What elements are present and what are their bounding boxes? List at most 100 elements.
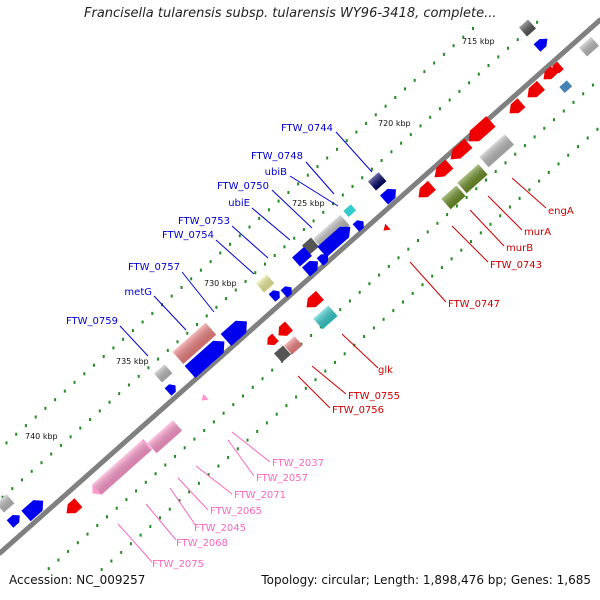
gene-label[interactable]: FTW_0759 [66,316,118,327]
gene-feature[interactable] [264,333,279,349]
gene-feature[interactable] [415,180,436,202]
gene-feature[interactable] [63,498,83,518]
gene-feature[interactable] [464,116,496,146]
gene-feature[interactable] [579,36,599,57]
gene-feature[interactable] [313,305,338,330]
gene-feature[interactable] [184,335,230,378]
gene-feature[interactable] [519,19,536,37]
genome-backbone [0,17,600,556]
gene-feature[interactable] [540,66,558,83]
scale-tick [304,386,307,390]
gene-feature[interactable] [21,495,47,522]
scale-tick [59,443,62,447]
scale-tick [302,228,305,231]
gene-label[interactable]: FTW_0743 [490,260,542,271]
scale-tick [30,469,33,473]
gene-feature[interactable] [303,290,324,312]
gene-label[interactable]: FTW_0756 [332,405,384,416]
gene-feature[interactable] [316,251,332,266]
gene-feature[interactable] [154,364,173,383]
scale-tick [203,429,206,432]
scale-tick [533,135,536,139]
scale-tick [477,72,480,76]
scale-tick [222,411,225,415]
scale-tick [557,162,560,166]
gene-feature[interactable] [220,315,253,346]
scale-tick [499,214,502,218]
pink-cluster-labels: FTW_2037 FTW_2057 FTW_2071 FTW_2065 FTW_… [152,458,324,570]
gene-label[interactable]: FTW_2045 [194,523,246,534]
gene-label[interactable]: FTW_0747 [448,299,500,310]
gene-label[interactable]: ubiB [265,167,287,178]
gene-feature[interactable] [317,222,355,258]
gene-feature[interactable] [559,80,573,93]
gene-feature[interactable] [302,257,322,277]
scale-tick [112,346,115,350]
scale-tick [256,430,259,433]
scale-tick [378,273,381,277]
gene-feature[interactable] [506,98,526,118]
gene-label[interactable]: engA [548,206,574,217]
gene-label[interactable]: FTW_2071 [234,490,286,501]
scale-tick [351,184,354,188]
gene-label[interactable]: FTW_0755 [348,391,400,402]
gene-feature[interactable] [280,284,295,298]
gene-feature[interactable] [275,321,293,340]
gene-feature[interactable] [381,223,391,234]
gene-feature[interactable] [479,134,515,168]
gene-feature[interactable] [6,512,23,528]
gene-label[interactable]: murB [506,243,533,254]
gene-feature[interactable] [256,274,275,293]
gene-feature[interactable] [268,288,283,302]
scale-tick [487,64,490,67]
scale-tick [596,127,599,131]
scale-tick [465,195,468,199]
gene-label[interactable]: FTW_2065 [210,506,262,517]
scale-tick [110,559,113,563]
gene-feature[interactable] [548,61,564,77]
scale-tick [518,196,521,200]
gene-feature[interactable] [380,185,400,205]
gene-feature[interactable] [274,345,291,363]
gene-feature[interactable] [441,185,466,210]
gene-feature[interactable] [533,35,551,52]
gene-label[interactable]: FTW_0757 [128,262,180,273]
gene-feature[interactable] [447,138,473,164]
scale-tick [205,314,208,318]
scale-tick [63,389,66,393]
gene-feature[interactable] [352,218,367,232]
gene-feature[interactable] [199,393,209,404]
gene-label[interactable]: glk [378,365,393,376]
gene-label[interactable]: FTW_0748 [251,151,303,162]
gene-feature[interactable] [88,438,153,499]
gene-label[interactable]: ubiE [228,198,250,209]
gene-label[interactable]: metG [124,287,152,298]
gene-label[interactable]: FTW_0754 [162,230,214,241]
scale-tick [334,360,336,364]
gene-label[interactable]: FTW_2057 [256,473,308,484]
gene-feature[interactable] [368,172,387,191]
gene-feature[interactable] [431,159,454,182]
scale-tick [316,165,319,169]
gene-feature[interactable] [172,322,217,364]
gene-feature[interactable] [524,80,545,102]
gene-feature[interactable] [457,164,488,194]
gene-label[interactable]: FTW_0753 [178,216,230,227]
gene-label[interactable]: FTW_2037 [272,458,324,469]
gene-feature[interactable] [0,494,15,513]
gene-label[interactable]: FTW_0750 [217,181,269,192]
gene-feature[interactable] [313,214,350,250]
scale-tick [507,46,509,50]
gene-feature[interactable] [147,420,183,454]
scale-tick [384,104,387,108]
gene-feature[interactable] [164,382,179,396]
scale-tick [392,309,395,313]
gene-feature[interactable] [343,204,357,217]
gene-feature[interactable] [292,246,312,267]
gene-feature[interactable] [284,336,303,355]
gene-label[interactable]: FTW_2068 [176,538,228,549]
gene-label[interactable]: FTW_2075 [152,559,204,570]
scale-tick [426,230,429,234]
gene-label[interactable]: FTW_0744 [281,123,333,134]
gene-label[interactable]: murA [524,227,551,238]
